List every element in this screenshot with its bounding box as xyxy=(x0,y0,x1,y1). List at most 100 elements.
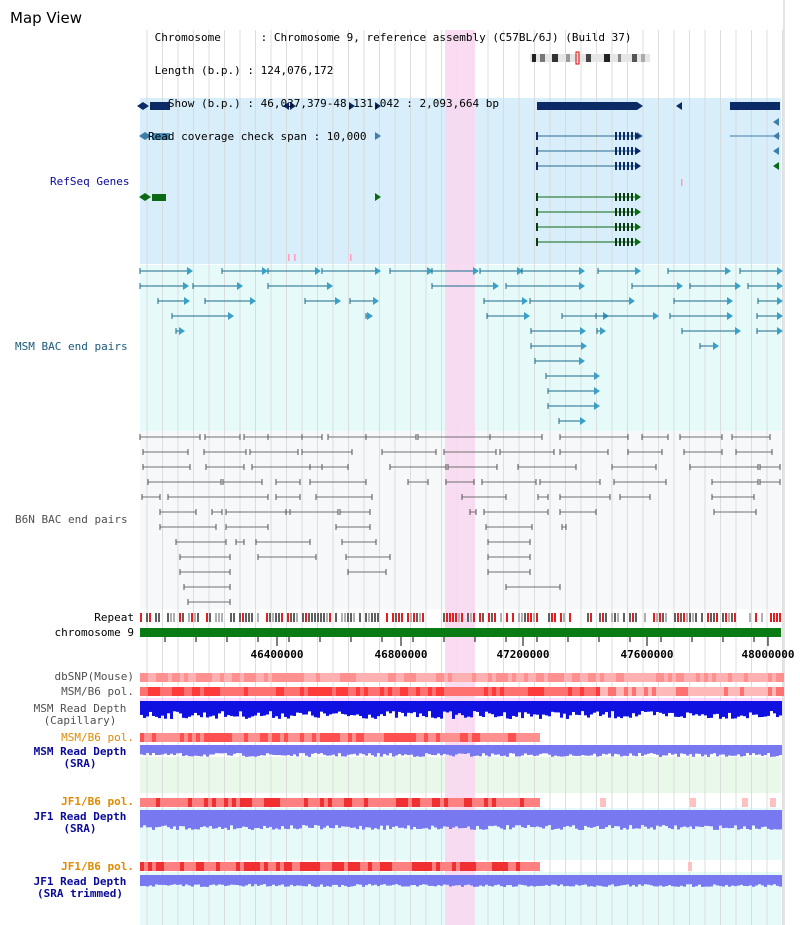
depth-bar xyxy=(563,810,566,827)
dbsnp-cell xyxy=(708,673,712,682)
dbsnp-cell xyxy=(588,673,592,682)
gene-arrow xyxy=(635,193,641,201)
pol-cell xyxy=(248,733,252,742)
track-label-refseq[interactable]: RefSeq Genes xyxy=(50,175,130,188)
dbsnp-cell xyxy=(344,673,348,682)
depth-bar xyxy=(248,875,251,885)
bac-arrow xyxy=(187,267,193,275)
depth-bar xyxy=(215,810,218,829)
dbsnp-cell xyxy=(724,673,728,682)
dbsnp-cell xyxy=(360,673,364,682)
pol-cell xyxy=(260,733,264,742)
depth-bar xyxy=(626,810,629,830)
depth-bar xyxy=(404,875,407,887)
depth-bar xyxy=(740,701,743,716)
depth-bar xyxy=(752,810,755,826)
pol-cell xyxy=(528,798,532,807)
pol-cell xyxy=(252,862,256,871)
pol-cell xyxy=(432,862,436,871)
depth-bar xyxy=(452,810,455,828)
depth-bar xyxy=(548,875,551,886)
depth-bar xyxy=(527,701,530,714)
depth-bar xyxy=(683,810,686,827)
depth-bar xyxy=(434,701,437,719)
pol-cell xyxy=(280,687,284,696)
depth-bar xyxy=(260,701,263,717)
depth-bar xyxy=(290,745,293,756)
depth-bar xyxy=(317,701,320,718)
depth-bar xyxy=(470,875,473,886)
pol-cell xyxy=(392,733,396,742)
pol-cell xyxy=(336,862,340,871)
depth-bar xyxy=(587,810,590,828)
depth-bar xyxy=(329,810,332,828)
depth-bar xyxy=(464,810,467,828)
pol-cell xyxy=(172,687,176,696)
dbsnp-cell xyxy=(276,673,280,682)
repeat-mark xyxy=(290,613,292,622)
repeat-mark xyxy=(329,613,331,622)
depth-bar xyxy=(374,875,377,885)
repeat-mark xyxy=(248,613,250,622)
depth-bar xyxy=(599,875,602,886)
pol-cell xyxy=(256,733,260,742)
dbsnp-cell xyxy=(656,673,660,682)
dbsnp-cell xyxy=(196,673,200,682)
repeat-mark xyxy=(209,613,211,622)
dbsnp-cell xyxy=(616,673,620,682)
pol-cell xyxy=(368,862,372,871)
pol-cell xyxy=(736,687,740,696)
depth-bar xyxy=(755,810,758,829)
repeat-mark xyxy=(215,613,217,622)
depth-bar xyxy=(677,701,680,718)
depth-bar xyxy=(380,701,383,715)
depth-bar xyxy=(329,745,332,756)
axis-tick-label: 48000000 xyxy=(741,648,795,661)
depth-bar xyxy=(743,875,746,886)
depth-bar xyxy=(143,810,146,826)
depth-bar xyxy=(470,810,473,830)
track-label-msm-bac[interactable]: MSM BAC end pairs xyxy=(15,340,128,353)
depth-bar xyxy=(605,875,608,887)
depth-bar xyxy=(473,701,476,712)
depth-bar xyxy=(368,701,371,715)
depth-bar xyxy=(278,810,281,830)
pol-cell xyxy=(476,687,480,696)
depth-bar xyxy=(701,875,704,887)
depth-bar xyxy=(326,745,329,756)
track-label-b6n-bac[interactable]: B6N BAC end pairs xyxy=(15,513,128,526)
dbsnp-cell xyxy=(620,673,624,682)
snp-mark xyxy=(681,179,683,186)
bac-arrow xyxy=(735,282,741,290)
dbsnp-cell xyxy=(368,673,372,682)
depth-bar xyxy=(155,745,158,756)
dbsnp-cell xyxy=(504,673,508,682)
depth-bar xyxy=(248,745,251,757)
depth-bar xyxy=(509,701,512,719)
repeat-mark xyxy=(443,613,445,622)
depth-bar xyxy=(299,810,302,829)
pol-cell xyxy=(532,733,536,742)
pol-cell xyxy=(240,687,244,696)
bac-arrow xyxy=(594,387,600,395)
repeat-mark xyxy=(659,613,661,622)
depth-bar xyxy=(662,810,665,826)
repeat-mark xyxy=(278,613,280,622)
depth-bar xyxy=(317,745,320,754)
depth-bar xyxy=(614,875,617,887)
pol-cell xyxy=(576,687,580,696)
depth-bar xyxy=(779,701,782,716)
dbsnp-cell xyxy=(484,673,488,682)
dbsnp-cell xyxy=(640,673,644,682)
depth-bar xyxy=(224,810,227,828)
pol-cell xyxy=(596,687,600,696)
pol-cell xyxy=(600,798,606,807)
depth-bar xyxy=(707,875,710,887)
pol-cell xyxy=(272,733,276,742)
pol-cell xyxy=(164,687,168,696)
depth-bar xyxy=(398,875,401,886)
depth-bar xyxy=(575,810,578,829)
pol-cell xyxy=(416,687,420,696)
pol-cell xyxy=(372,733,376,742)
depth-bar xyxy=(419,701,422,714)
